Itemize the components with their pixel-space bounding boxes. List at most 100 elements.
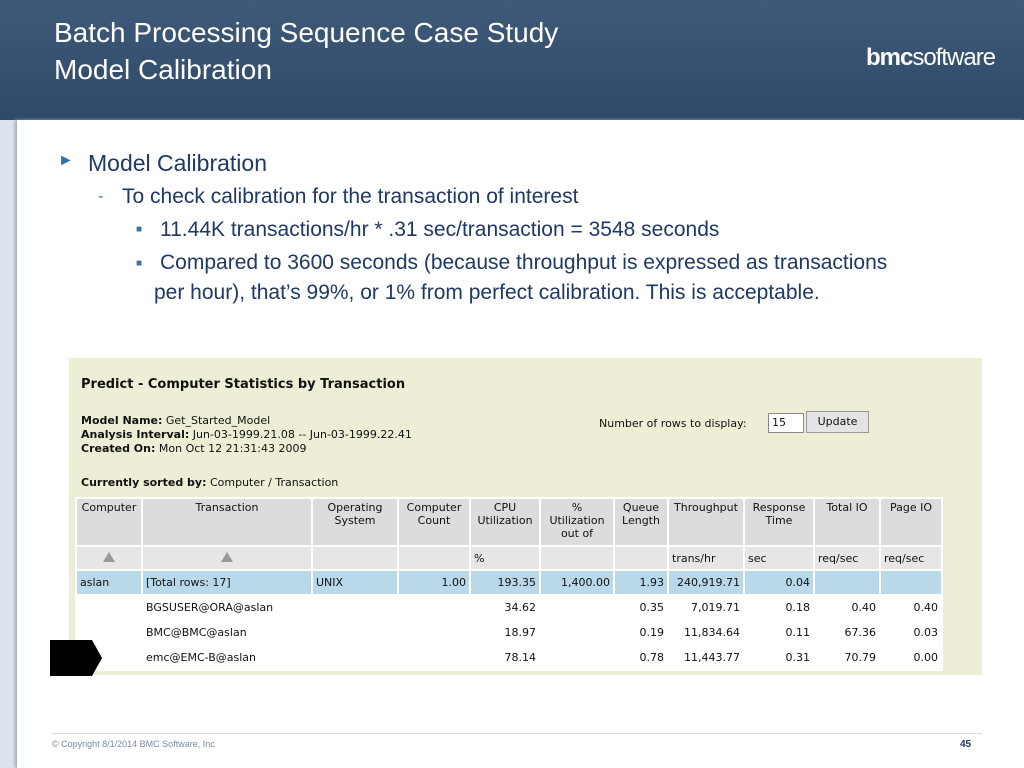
label: Model Name: xyxy=(81,414,163,427)
cell: [Total rows: 17] xyxy=(143,571,311,594)
value: Mon Oct 12 21:31:43 2009 xyxy=(158,442,307,455)
title-line: Model Calibration xyxy=(54,54,272,85)
cell xyxy=(313,596,397,619)
cell: 0.00 xyxy=(881,646,941,669)
logo-light: software xyxy=(912,44,996,71)
meta: Analysis Interval: Jun-03-1999.21.08 -- … xyxy=(81,428,412,441)
square: ■ xyxy=(136,258,143,269)
header-cell: Computer Count xyxy=(399,499,469,545)
cell xyxy=(313,646,397,669)
bullet-3: per hour), that’s 99%, or 1% from perfec… xyxy=(154,281,820,304)
meta: Model Name: Get_Started_Model xyxy=(81,414,270,427)
unit-cell: req/sec xyxy=(881,547,941,569)
cell: UNIX xyxy=(313,571,397,594)
cell: 11,443.77 xyxy=(669,646,743,669)
cell xyxy=(77,596,141,619)
units-row: % trans/hr sec req/sec req/sec xyxy=(77,547,941,569)
value: Jun-03-1999.21.08 -- Jun-03-1999.22.41 xyxy=(192,428,412,441)
cell: 7,019.71 xyxy=(669,596,743,619)
sorted: Currently sorted by: Computer / Transact… xyxy=(81,476,338,489)
header-cell: CPU Utilization xyxy=(471,499,539,545)
cell: 0.04 xyxy=(745,571,813,594)
shot-title: Predict - Computer Statistics by Transac… xyxy=(81,377,406,392)
cell: 18.97 xyxy=(471,621,539,644)
cell: 0.40 xyxy=(815,596,879,619)
data-row: emc@EMC-B@aslan 78.14 0.78 11,443.77 0.31 70.… xyxy=(77,646,941,669)
cell: 1.93 xyxy=(615,571,667,594)
cell: 11,834.64 xyxy=(669,621,743,644)
copyright: © Copyright 8/1/2014 BMC Software, Inc xyxy=(52,739,215,749)
cell: emc@EMC-B@aslan xyxy=(143,646,311,669)
cell: 1.00 xyxy=(399,571,469,594)
unit-cell xyxy=(313,547,397,569)
cell: 0.35 xyxy=(615,596,667,619)
square: ■ xyxy=(136,224,143,235)
data-row: BGSUSER@ORA@aslan 34.62 0.35 7,019.71 0.18 0.… xyxy=(77,596,941,619)
cell: 193.35 xyxy=(471,571,539,594)
unit-cell xyxy=(143,547,311,569)
bullet-icon: ► xyxy=(58,152,74,169)
cell xyxy=(313,621,397,644)
bullet-3: 11.44K transactions/hr * .31 sec/transac… xyxy=(160,218,720,241)
unit-cell: % xyxy=(471,547,539,569)
cell xyxy=(399,646,469,669)
unit-cell: sec xyxy=(745,547,813,569)
cell xyxy=(541,621,613,644)
cell xyxy=(541,646,613,669)
header xyxy=(0,0,1024,120)
cell xyxy=(541,596,613,619)
page-number: 45 xyxy=(960,739,972,750)
title-line: Batch Processing Sequence Case Study xyxy=(54,17,559,48)
cell xyxy=(881,571,941,594)
label: Created On: xyxy=(81,442,156,455)
unit-cell: trans/hr xyxy=(669,547,743,569)
header-cell: Operating System xyxy=(313,499,397,545)
data-row: aslan [Total rows: 17] UNIX 1.00 193.35 1,400… xyxy=(77,571,941,594)
label: Currently sorted by: xyxy=(81,476,207,489)
label: Analysis Interval: xyxy=(81,428,190,441)
cell: aslan xyxy=(77,571,141,594)
unit-cell: req/sec xyxy=(815,547,879,569)
cell: 1,400.00 xyxy=(541,571,613,594)
header-cell: % Utilization out of xyxy=(541,499,613,545)
cell xyxy=(399,596,469,619)
unit-cell xyxy=(399,547,469,569)
cell: 0.03 xyxy=(881,621,941,644)
cell: 0.40 xyxy=(881,596,941,619)
header-cell: Page IO xyxy=(881,499,941,545)
value: Computer / Transaction xyxy=(209,476,339,489)
cell: 78.14 xyxy=(471,646,539,669)
header-cell: Transaction xyxy=(143,499,311,545)
cell xyxy=(399,621,469,644)
unit-cell xyxy=(615,547,667,569)
logo-bold: bmc xyxy=(866,44,913,71)
cell: BGSUSER@ORA@aslan xyxy=(143,596,311,619)
cell: 0.31 xyxy=(745,646,813,669)
bullet-1: Model Calibration xyxy=(88,150,267,176)
footer-rule xyxy=(52,733,982,734)
logo: bmcsoftware xyxy=(866,44,996,72)
cell: 0.78 xyxy=(615,646,667,669)
cell: 0.19 xyxy=(615,621,667,644)
dash: - xyxy=(98,188,104,205)
header-cell: Throughput xyxy=(669,499,743,545)
meta: Created On: Mon Oct 12 21:31:43 2009 xyxy=(81,442,306,455)
rows-label: Number of rows to display: xyxy=(599,417,747,430)
cell: 240,919.71 xyxy=(669,571,743,594)
data-row: BMC@BMC@aslan 18.97 0.19 11,834.64 0.11 67.36… xyxy=(77,621,941,644)
sort-arrow[interactable] xyxy=(221,551,233,562)
header-cell: Response Time xyxy=(745,499,813,545)
arrow-marker xyxy=(50,640,102,676)
header-cell: Computer xyxy=(77,499,141,545)
screenshot: Predict - Computer Statistics by Transac… xyxy=(69,358,982,675)
header-cell: Queue Length xyxy=(615,499,667,545)
cell: BMC@BMC@aslan xyxy=(143,621,311,644)
sort-arrow[interactable] xyxy=(103,551,115,562)
cell: 0.18 xyxy=(745,596,813,619)
value: Get_Started_Model xyxy=(165,414,271,427)
cell xyxy=(815,571,879,594)
update-button[interactable]: Update xyxy=(806,411,869,433)
bullet-2: To check calibration for the transaction… xyxy=(122,185,579,208)
rows-input[interactable]: 15 xyxy=(768,413,804,433)
